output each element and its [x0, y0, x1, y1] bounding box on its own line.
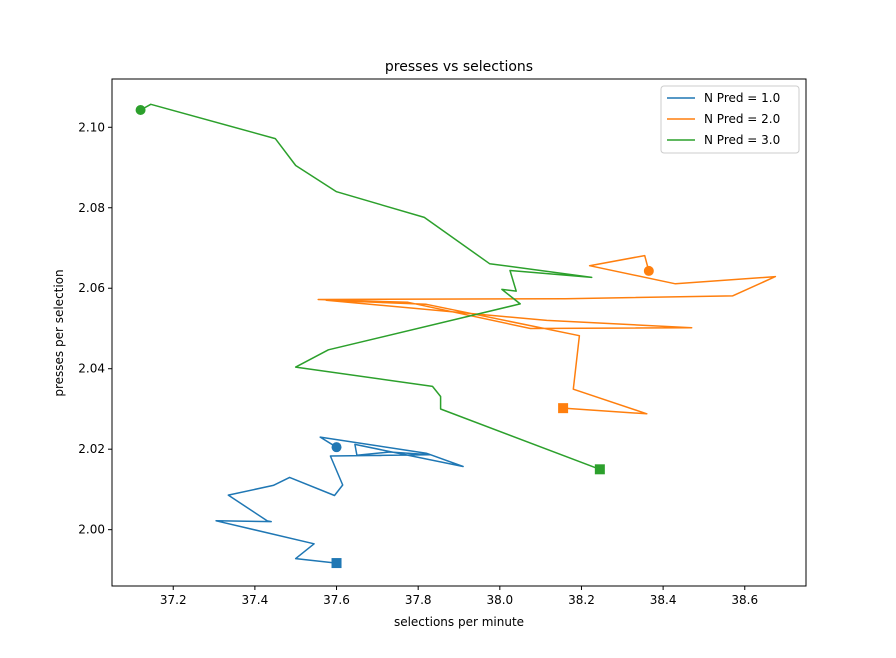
x-tick-label: 38.4 [650, 593, 677, 607]
series-line [215, 436, 464, 564]
x-tick-label: 37.6 [323, 593, 350, 607]
y-tick-label: 2.06 [78, 281, 105, 295]
series-start-marker [331, 442, 342, 453]
y-axis: 2.00 2.02 2.04 2.06 2.08 2.10 [78, 120, 112, 537]
series-end-marker [331, 558, 342, 569]
legend: N Pred = 1.0 N Pred = 2.0 N Pred = 3.0 [660, 85, 800, 154]
y-tick-label: 2.02 [78, 442, 105, 456]
axes-frame [111, 78, 807, 587]
plot-area [111, 78, 807, 587]
series-end-marker [558, 403, 569, 414]
y-axis-label: presses per selection [52, 269, 66, 396]
series-start-marker [135, 104, 146, 115]
legend-label: N Pred = 1.0 [704, 91, 780, 105]
series-group [215, 436, 464, 569]
x-axis: 37.2 37.4 37.6 37.8 38.0 38.2 38.4 38.6 [160, 586, 758, 607]
y-tick-label: 2.00 [78, 523, 105, 537]
x-tick-label: 37.8 [405, 593, 432, 607]
x-axis-label: selections per minute [394, 615, 524, 629]
x-tick-label: 38.2 [568, 593, 595, 607]
chart-title: presses vs selections [385, 59, 533, 75]
legend-label: N Pred = 3.0 [704, 133, 780, 147]
series-line [140, 103, 601, 471]
y-tick-label: 2.08 [78, 201, 105, 215]
x-tick-label: 38.0 [486, 593, 513, 607]
y-tick-label: 2.04 [78, 362, 105, 376]
y-tick-label: 2.10 [78, 120, 105, 134]
x-tick-label: 37.4 [242, 593, 269, 607]
legend-label: N Pred = 2.0 [704, 112, 780, 126]
x-tick-label: 38.6 [731, 593, 758, 607]
x-tick-label: 37.2 [160, 593, 187, 607]
series-layer [135, 103, 777, 569]
series-end-marker [594, 464, 605, 475]
series-start-marker [643, 265, 654, 276]
series-group [135, 103, 605, 475]
legend-box [660, 85, 800, 154]
